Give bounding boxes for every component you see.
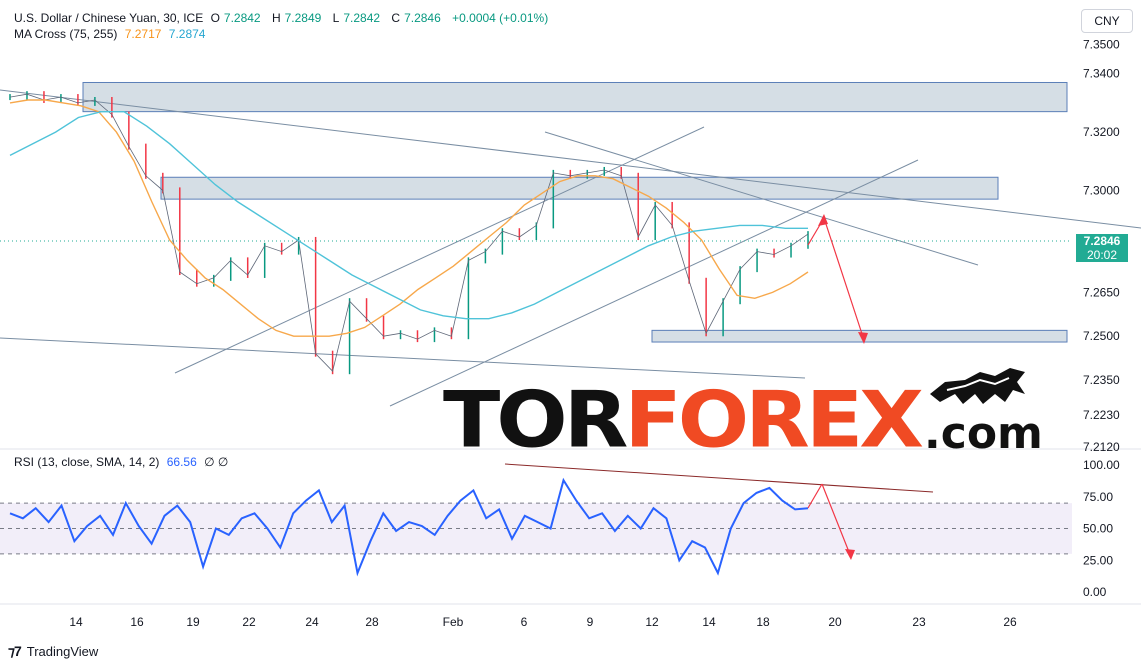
rsi-value: 66.56 — [166, 455, 197, 469]
symbol-title: U.S. Dollar / Chinese Yuan, 30, ICE — [14, 11, 204, 25]
support-resistance-zone — [82, 81, 1068, 113]
ohlc-close: C 7.2846 — [391, 11, 441, 25]
time-axis-tick: 23 — [912, 615, 926, 629]
brand-forex: FOREX — [624, 374, 924, 466]
ohlc-open: O 7.2842 — [210, 11, 261, 25]
rsi-forecast-up — [807, 483, 823, 509]
price-axis-tick: 7.2350 — [1083, 373, 1120, 387]
price-line — [9, 93, 809, 372]
rsi-trend-line — [504, 463, 934, 493]
countdown-tag: 20:02 — [1076, 248, 1128, 262]
arrow-head-icon — [818, 214, 828, 226]
rsi-icons: ∅ ∅ — [204, 455, 229, 469]
ohlc-high: H 7.2849 — [271, 11, 322, 25]
time-axis-tick: 18 — [756, 615, 770, 629]
trend-line — [0, 89, 1141, 229]
symbol-legend: U.S. Dollar / Chinese Yuan, 30, ICE O 7.2… — [14, 11, 552, 25]
rsi-axis-tick: 75.00 — [1083, 490, 1113, 504]
time-axis-tick: 9 — [587, 615, 594, 629]
ma-slow-line — [9, 111, 808, 320]
rsi-line — [9, 477, 809, 577]
last-price-tag: 7.2846 — [1076, 234, 1128, 248]
brand-tor: TOR — [443, 374, 628, 466]
ma-fast-line — [9, 99, 809, 337]
arrow-head-icon — [845, 549, 855, 560]
time-axis-tick: 6 — [521, 615, 528, 629]
support-resistance-zone — [160, 176, 999, 200]
tradingview-text: TradingView — [26, 644, 99, 659]
rsi-axis-tick: 50.00 — [1083, 522, 1113, 536]
tradingview-mark-icon: ⁊7 — [8, 643, 22, 659]
rsi-forecast-down — [821, 483, 852, 558]
trend-line — [174, 126, 705, 374]
forecast-arrow-down — [823, 217, 865, 341]
time-axis-tick: 14 — [69, 615, 83, 629]
time-axis-tick: 22 — [242, 615, 256, 629]
time-axis-tick: 26 — [1003, 615, 1017, 629]
support-resistance-zone — [651, 329, 1068, 343]
rsi-label: RSI (13, close, SMA, 14, 2) — [14, 455, 160, 469]
ohlc-low: L 7.2842 — [332, 11, 381, 25]
time-axis-tick: 12 — [645, 615, 659, 629]
trend-line — [0, 337, 806, 379]
arrow-head-icon — [858, 332, 868, 344]
ma-fast-value: 7.2717 — [124, 27, 162, 41]
price-axis-tick: 7.2500 — [1083, 329, 1120, 343]
price-axis-tick: 7.2650 — [1083, 285, 1120, 299]
time-axis-tick: 16 — [130, 615, 144, 629]
trend-line — [544, 131, 979, 266]
price-axis-tick: 7.2120 — [1083, 440, 1120, 454]
price-axis-tick: 7.3400 — [1083, 67, 1120, 81]
time-axis-tick: 28 — [365, 615, 379, 629]
ma-slow-value: 7.2874 — [168, 27, 206, 41]
bull-logo-icon — [930, 368, 1025, 404]
time-axis-tick: 19 — [186, 615, 200, 629]
time-axis-tick: Feb — [443, 615, 464, 629]
tradingview-logo[interactable]: ⁊7 TradingView — [8, 643, 98, 660]
price-axis-tick: 7.3200 — [1083, 125, 1120, 139]
rsi-legend: RSI (13, close, SMA, 14, 2) 66.56 ∅ ∅ — [14, 455, 232, 469]
torforex-watermark: TOR FOREX .com — [443, 362, 1043, 462]
price-axis-tick: 7.3000 — [1083, 183, 1120, 197]
rsi-axis-tick: 100.00 — [1083, 458, 1120, 472]
rsi-axis-tick: 0.00 — [1083, 585, 1107, 599]
price-axis-tick: 7.3500 — [1083, 38, 1120, 52]
brand-com: .com — [924, 408, 1043, 459]
price-change: +0.0004 (+0.01%) — [452, 11, 549, 25]
ma-legend: MA Cross (75, 255) 7.2717 7.2874 — [14, 27, 209, 41]
currency-button[interactable]: CNY — [1081, 9, 1133, 33]
ma-label: MA Cross (75, 255) — [14, 27, 118, 41]
price-axis-tick: 7.2230 — [1083, 408, 1120, 422]
time-axis-tick: 24 — [305, 615, 319, 629]
time-axis-tick: 20 — [828, 615, 842, 629]
rsi-axis-tick: 25.00 — [1083, 553, 1113, 567]
time-axis-tick: 14 — [702, 615, 716, 629]
trend-line — [389, 159, 919, 407]
